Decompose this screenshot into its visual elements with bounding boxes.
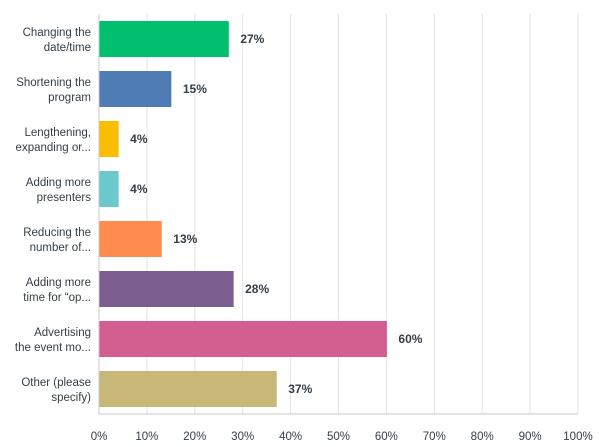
x-tick-label: 0%: [91, 431, 108, 443]
x-tick-label: 80%: [471, 431, 494, 443]
bar: [99, 171, 119, 207]
category-label: Lengthening, expanding or...: [16, 127, 91, 154]
category-label: Advertising the event mo...: [15, 327, 91, 354]
x-tick-label: 40%: [279, 431, 302, 443]
category-label: Changing the date/time: [23, 27, 91, 54]
data-label: 27%: [240, 32, 264, 46]
data-label: 37%: [288, 382, 312, 396]
value-labels: 27% 15% 4% 4% 13% 28% 60% 37%: [130, 32, 423, 396]
data-label: 15%: [183, 82, 207, 96]
bar: [99, 21, 229, 57]
x-tick-label: 20%: [183, 431, 206, 443]
bars: [99, 21, 387, 407]
category-label: Adding more time for “op...: [23, 277, 91, 304]
data-label: 28%: [245, 282, 269, 296]
category-label: Reducing the number of...: [23, 227, 91, 254]
bar: [99, 121, 119, 157]
bar: [99, 71, 172, 107]
bar: [99, 271, 234, 307]
data-label: 13%: [173, 232, 197, 246]
x-tick-label: 50%: [327, 431, 350, 443]
category-label: Other (please specify): [21, 377, 91, 404]
x-tick-label: 10%: [135, 431, 158, 443]
x-tick-label: 60%: [375, 431, 398, 443]
data-label: 60%: [398, 332, 422, 346]
x-tick-label: 100%: [563, 431, 592, 443]
bar: [99, 371, 277, 407]
category-labels: Changing the date/time Shortening the progr…: [15, 27, 91, 404]
x-axis-ticks: 0% 10% 20% 30% 40% 50% 60% 70% 80% 90% 100%: [91, 431, 593, 443]
x-tick-label: 30%: [231, 431, 254, 443]
bar: [99, 321, 387, 357]
category-label: Adding more presenters: [26, 177, 91, 204]
x-tick-label: 90%: [519, 431, 542, 443]
data-label: 4%: [130, 132, 148, 146]
category-label: Shortening the program: [16, 77, 91, 104]
x-tick-label: 70%: [423, 431, 446, 443]
data-label: 4%: [130, 182, 148, 196]
bar: [99, 221, 162, 257]
